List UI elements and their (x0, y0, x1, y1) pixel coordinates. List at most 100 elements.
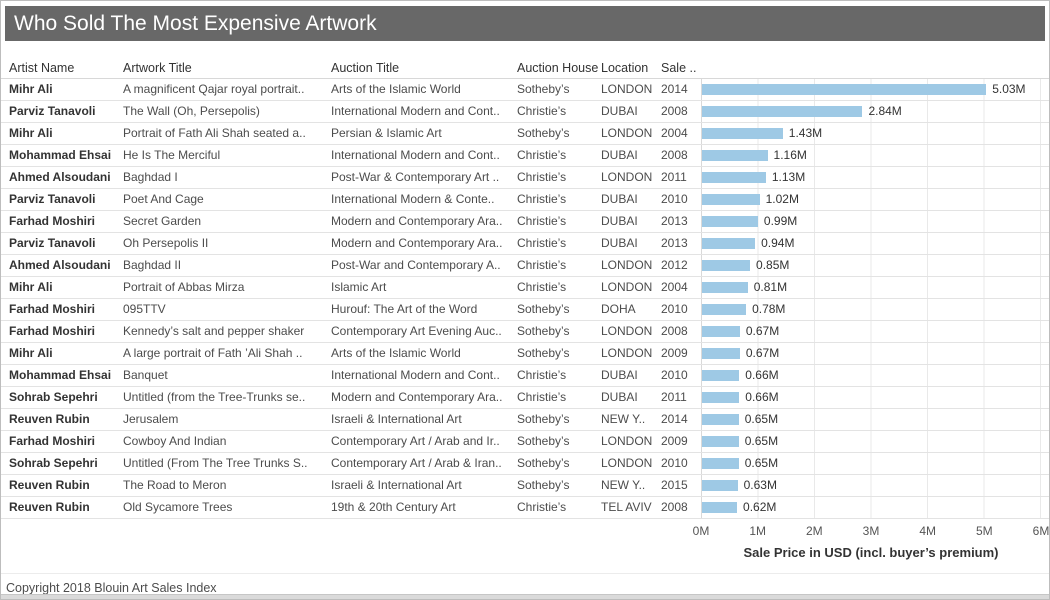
bar-value-label: 1.02M (766, 189, 799, 210)
bar-cell: 1.02M (701, 189, 1041, 210)
auction-house-cell: Christie’s (517, 189, 599, 210)
auction-title-cell: Arts of the Islamic World (331, 343, 515, 364)
sale-price-bar[interactable] (702, 260, 750, 271)
bar-value-label: 0.65M (745, 409, 778, 430)
table-row[interactable]: Sohrab SepehriUntitled (from the Tree-Tr… (1, 387, 1050, 409)
table-row[interactable]: Reuven RubinOld Sycamore Trees19th & 20t… (1, 497, 1050, 519)
artist-name-cell: Parviz Tanavoli (9, 189, 121, 210)
auction-house-cell: Sotheby’s (517, 409, 599, 430)
table-row[interactable]: Farhad MoshiriCowboy And IndianContempor… (1, 431, 1050, 453)
column-header-artwork-title[interactable]: Artwork Title (123, 58, 329, 78)
auction-house-cell: Sotheby’s (517, 123, 599, 144)
bar-value-label: 1.43M (789, 123, 822, 144)
sale-price-bar[interactable] (702, 436, 739, 447)
bar-value-label: 0.63M (744, 475, 777, 496)
location-cell: LONDON (601, 321, 659, 342)
sale-price-bar[interactable] (702, 304, 746, 315)
table-row[interactable]: Mihr AliA magnificent Qajar royal portra… (1, 79, 1050, 101)
table-row[interactable]: Farhad MoshiriSecret GardenModern and Co… (1, 211, 1050, 233)
sale-price-bar[interactable] (702, 282, 748, 293)
table-row[interactable]: Farhad Moshiri095TTVHurouf: The Art of t… (1, 299, 1050, 321)
artist-name-cell: Mohammad Ehsai (9, 145, 121, 166)
artwork-title-cell: Baghdad I (123, 167, 329, 188)
auction-title-cell: Hurouf: The Art of the Word (331, 299, 515, 320)
auction-title-cell: Post-War & Contemporary Art .. (331, 167, 515, 188)
sale-price-bar[interactable] (702, 326, 740, 337)
artist-name-cell: Farhad Moshiri (9, 321, 121, 342)
page-title: Who Sold The Most Expensive Artwork (14, 12, 377, 35)
column-header-artist-name[interactable]: Artist Name (9, 58, 121, 78)
auction-title-cell: Arts of the Islamic World (331, 79, 515, 100)
table-row[interactable]: Parviz TanavoliPoet And CageInternationa… (1, 189, 1050, 211)
column-header-location[interactable]: Location (601, 58, 659, 78)
column-header-auction-title[interactable]: Auction Title (331, 58, 515, 78)
auction-title-cell: Contemporary Art Evening Auc.. (331, 321, 515, 342)
sale-price-bar[interactable] (702, 84, 986, 95)
artist-name-cell: Reuven Rubin (9, 497, 121, 518)
sale-price-bar[interactable] (702, 238, 755, 249)
sale-price-bar[interactable] (702, 172, 766, 183)
bar-value-label: 0.78M (752, 299, 785, 320)
table-row[interactable]: Reuven RubinJerusalemIsraeli & Internati… (1, 409, 1050, 431)
sale-price-bar[interactable] (702, 502, 737, 513)
table-row[interactable]: Mihr AliPortrait of Abbas MirzaIslamic A… (1, 277, 1050, 299)
artwork-title-cell: Untitled (from the Tree-Trunks se.. (123, 387, 329, 408)
sale-price-bar[interactable] (702, 150, 768, 161)
sale-price-bar[interactable] (702, 128, 783, 139)
location-cell: DUBAI (601, 101, 659, 122)
location-cell: LONDON (601, 167, 659, 188)
location-cell: DUBAI (601, 189, 659, 210)
sale-price-bar[interactable] (702, 216, 758, 227)
table-row[interactable]: Reuven RubinThe Road to MeronIsraeli & I… (1, 475, 1050, 497)
sale-year-cell: 2008 (661, 145, 699, 166)
sale-price-bar[interactable] (702, 458, 739, 469)
x-axis-tick: 2M (806, 523, 823, 539)
bar-cell: 1.43M (701, 123, 1041, 144)
auction-title-cell: International Modern and Cont.. (331, 101, 515, 122)
sale-price-bar[interactable] (702, 480, 738, 491)
table-row[interactable]: Mohammad EhsaiBanquetInternational Moder… (1, 365, 1050, 387)
sale-price-bar[interactable] (702, 194, 760, 205)
artist-name-cell: Farhad Moshiri (9, 299, 121, 320)
column-header-sale-date[interactable]: Sale .. (661, 58, 699, 78)
table-row[interactable]: Sohrab SepehriUntitled (From The Tree Tr… (1, 453, 1050, 475)
sale-year-cell: 2013 (661, 211, 699, 232)
table-row[interactable]: Parviz TanavoliOh Persepolis IIModern an… (1, 233, 1050, 255)
title-bar: Who Sold The Most Expensive Artwork (5, 6, 1045, 41)
artist-name-cell: Parviz Tanavoli (9, 101, 121, 122)
footer-divider (1, 573, 1049, 574)
bar-cell: 5.03M (701, 79, 1041, 100)
table-row[interactable]: Ahmed AlsoudaniBaghdad IIPost-War and Co… (1, 255, 1050, 277)
auction-house-cell: Sotheby’s (517, 79, 599, 100)
bar-cell: 0.65M (701, 431, 1041, 452)
location-cell: DUBAI (601, 387, 659, 408)
sale-price-bar[interactable] (702, 414, 739, 425)
auction-title-cell: Persian & Islamic Art (331, 123, 515, 144)
column-header-auction-house[interactable]: Auction House (517, 58, 599, 78)
bar-cell: 0.99M (701, 211, 1041, 232)
location-cell: NEW Y.. (601, 409, 659, 430)
sale-price-bar[interactable] (702, 370, 739, 381)
bar-value-label: 0.67M (746, 343, 779, 364)
bar-cell: 1.16M (701, 145, 1041, 166)
auction-title-cell: Modern and Contemporary Ara.. (331, 233, 515, 254)
bar-cell: 0.85M (701, 255, 1041, 276)
location-cell: DOHA (601, 299, 659, 320)
sale-price-bar[interactable] (702, 392, 739, 403)
table-body: Mihr AliA magnificent Qajar royal portra… (1, 78, 1050, 519)
auction-house-cell: Christie’s (517, 145, 599, 166)
sale-price-bar[interactable] (702, 348, 740, 359)
artist-name-cell: Parviz Tanavoli (9, 233, 121, 254)
sale-year-cell: 2015 (661, 475, 699, 496)
table-row[interactable]: Parviz TanavoliThe Wall (Oh, Persepolis)… (1, 101, 1050, 123)
table-row[interactable]: Mihr AliPortrait of Fath Ali Shah seated… (1, 123, 1050, 145)
table-row[interactable]: Farhad MoshiriKennedy’s salt and pepper … (1, 321, 1050, 343)
sale-price-bar[interactable] (702, 106, 862, 117)
artwork-title-cell: Portrait of Fath Ali Shah seated a.. (123, 123, 329, 144)
table-row[interactable]: Mihr AliA large portrait of Fath ’Ali Sh… (1, 343, 1050, 365)
auction-title-cell: 19th & 20th Century Art (331, 497, 515, 518)
bar-cell: 0.62M (701, 497, 1041, 518)
table-row[interactable]: Mohammad EhsaiHe Is The MercifulInternat… (1, 145, 1050, 167)
artist-name-cell: Farhad Moshiri (9, 211, 121, 232)
table-row[interactable]: Ahmed AlsoudaniBaghdad IPost-War & Conte… (1, 167, 1050, 189)
